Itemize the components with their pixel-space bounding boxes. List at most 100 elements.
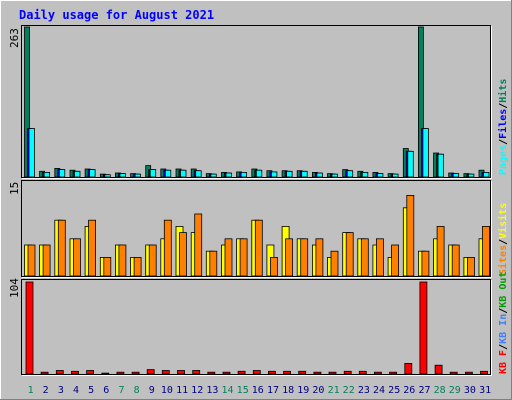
bars-layer: [24, 26, 490, 375]
legend-visits-panel: Sites/Visits: [497, 203, 509, 275]
x-label-day-5: 5: [88, 385, 94, 396]
x-label-day-2: 2: [43, 385, 49, 396]
bar-kbytes-day-28: [434, 364, 443, 375]
bar-kbytes-day-9: [146, 369, 155, 375]
bar-kbytes-day-4: [71, 370, 79, 375]
bar-kbytes-day-14: [222, 371, 231, 375]
x-label-day-18: 18: [282, 385, 294, 396]
x-label-day-12: 12: [191, 385, 203, 396]
bar-sites-day-20: [315, 238, 324, 277]
bar-kbytes-day-8: [131, 371, 140, 375]
bar-kbytes-day-12: [192, 370, 201, 375]
bar-sites-day-25: [391, 244, 400, 277]
bar-pages-day-7: [119, 173, 126, 178]
bar-kbytes-day-19: [298, 370, 307, 375]
bar-pages-day-5: [89, 169, 96, 178]
x-label-day-13: 13: [206, 385, 218, 396]
legend-kb-in: KB In: [498, 314, 509, 344]
bar-sites-day-12: [194, 213, 203, 277]
bar-pages-day-29: [452, 173, 460, 178]
x-label-day-31: 31: [479, 385, 491, 396]
bar-pages-day-19: [301, 170, 308, 178]
bar-kbytes-day-16: [252, 370, 261, 375]
bar-kbytes-day-13: [207, 371, 216, 375]
bar-pages-day-3: [58, 169, 66, 178]
bar-sites-day-3: [57, 219, 66, 277]
bar-kbytes-day-20: [313, 371, 322, 375]
bar-pages-day-24: [376, 173, 384, 178]
bar-kbytes-day-21: [328, 371, 337, 375]
x-label-day-25: 25: [388, 385, 400, 396]
bar-kbytes-day-22: [343, 370, 352, 375]
bar-sites-day-26: [406, 194, 415, 277]
x-label-day-23: 23: [358, 385, 370, 396]
bar-pages-day-26: [407, 150, 414, 178]
x-label-day-27: 27: [418, 385, 430, 396]
bar-kbytes-day-11: [177, 370, 185, 375]
bar-pages-day-8: [134, 173, 142, 178]
bar-sites-day-15: [239, 238, 248, 277]
panel-hits-frame: [21, 25, 491, 178]
bar-sites-day-22: [345, 232, 354, 277]
x-label-day-28: 28: [434, 385, 446, 396]
bar-pages-day-18: [286, 170, 293, 178]
x-label-day-17: 17: [267, 385, 279, 396]
legend-kbytes-panel: KB F/KB In/KB Out: [498, 272, 509, 374]
bar-pages-day-6: [104, 174, 111, 178]
bar-hits-day-1: [24, 26, 30, 178]
bar-pages-day-4: [74, 170, 81, 178]
hits-ymax-label: 263: [8, 28, 21, 48]
x-label-day-24: 24: [373, 385, 385, 396]
bar-sites-day-6: [103, 256, 112, 277]
bar-sites-day-4: [73, 238, 81, 277]
bar-sites-day-10: [163, 219, 172, 277]
visits-ymax-label: 15: [8, 182, 21, 195]
panel-kbytes-frame: [21, 279, 491, 375]
bar-kbytes-day-26: [404, 362, 413, 375]
x-label-day-19: 19: [297, 385, 309, 396]
bar-pages-day-10: [164, 169, 172, 178]
bar-kbytes-day-3: [55, 370, 64, 375]
bar-pages-day-28: [437, 153, 445, 178]
bar-pages-day-21: [331, 173, 338, 178]
legend-sites: Sites: [497, 245, 509, 275]
x-label-day-29: 29: [449, 385, 461, 396]
bar-pages-day-20: [316, 172, 323, 178]
bar-sites-day-7: [118, 244, 127, 277]
panel-visits-frame: [21, 180, 491, 277]
bar-pages-day-16: [255, 169, 263, 178]
legend-hits: Hits: [497, 79, 509, 103]
bar-kbytes-day-10: [161, 370, 170, 375]
legend-pages: Pages: [498, 145, 509, 175]
bar-pages-day-31: [483, 171, 490, 178]
bar-sites-day-13: [209, 250, 218, 277]
x-label-day-9: 9: [149, 385, 155, 396]
bar-kbytes-day-25: [389, 371, 398, 375]
bar-kbytes-day-1: [25, 281, 34, 375]
legend-files: Files: [497, 109, 509, 139]
bar-kbytes-day-30: [464, 371, 473, 375]
bar-pages-day-17: [270, 171, 278, 178]
legend-visits: Visits: [497, 203, 509, 239]
bar-sites-day-29: [451, 244, 460, 277]
bar-pages-day-14: [225, 172, 232, 178]
bar-sites-day-11: [179, 232, 187, 277]
bar-kbytes-day-6: [101, 372, 110, 375]
chart-title: Daily usage for August 2021: [19, 8, 214, 22]
x-label-day-30: 30: [464, 385, 476, 396]
bar-sites-day-18: [285, 238, 294, 277]
x-label-day-15: 15: [237, 385, 249, 396]
bar-kbytes-day-5: [86, 370, 94, 375]
x-label-day-10: 10: [161, 385, 173, 396]
bar-kbytes-day-29: [449, 371, 458, 375]
bar-pages-day-15: [240, 171, 248, 178]
bar-sites-day-9: [148, 244, 157, 277]
bar-pages-day-12: [195, 170, 202, 178]
bar-hits-day-27: [417, 26, 424, 178]
x-label-day-21: 21: [328, 385, 340, 396]
bar-sites-day-17: [269, 256, 278, 277]
bar-kbytes-day-18: [283, 370, 292, 375]
legend-kb-f: KB F: [498, 350, 509, 374]
kbytes-ymax-label: 104: [8, 278, 21, 298]
svg-text:KB F/KB In/KB Out: KB F/KB In/KB Out: [498, 272, 509, 374]
